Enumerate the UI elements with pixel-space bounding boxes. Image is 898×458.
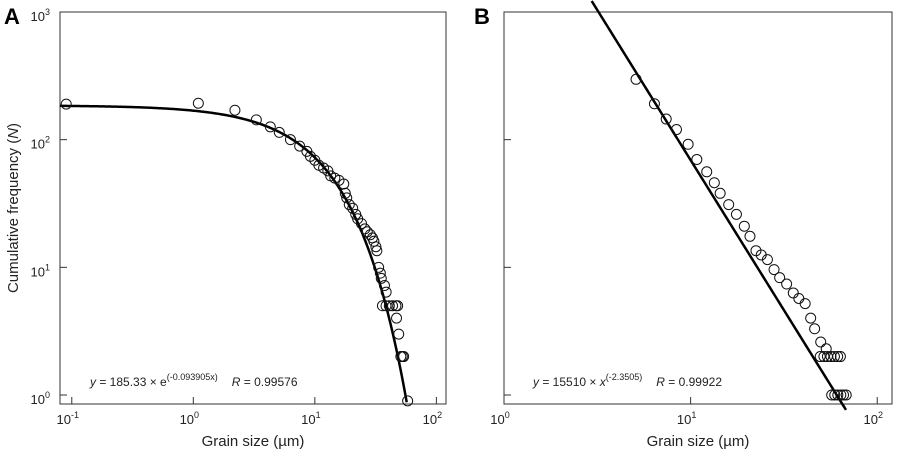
data-point bbox=[192, 97, 204, 109]
data-point bbox=[714, 187, 726, 199]
data-point bbox=[322, 165, 334, 177]
y-tick-label: 103 bbox=[31, 7, 50, 24]
panel-a-points bbox=[60, 97, 414, 407]
data-point bbox=[60, 98, 72, 110]
data-point bbox=[809, 323, 821, 335]
x-tick-label: 101 bbox=[301, 410, 320, 427]
x-tick-label: 100 bbox=[180, 410, 199, 427]
data-point bbox=[250, 114, 262, 126]
data-point bbox=[393, 328, 405, 340]
data-point bbox=[761, 254, 773, 266]
data-point bbox=[840, 389, 852, 401]
data-point bbox=[398, 351, 410, 363]
data-point bbox=[361, 226, 373, 238]
panel-b: B 100 101 102 y = 15510 × x(-2.3505) R = 0.… bbox=[474, 0, 893, 450]
data-point bbox=[825, 351, 837, 363]
data-point bbox=[284, 134, 296, 146]
data-point bbox=[774, 272, 786, 284]
panel-b-xlabel: Grain size (µm) bbox=[647, 433, 750, 450]
data-point bbox=[838, 389, 850, 401]
data-point bbox=[378, 280, 390, 292]
data-point bbox=[744, 230, 756, 242]
data-point bbox=[818, 351, 830, 363]
data-point bbox=[370, 241, 382, 253]
data-point bbox=[738, 220, 750, 232]
x-tick-label: 101 bbox=[677, 410, 696, 427]
x-tick-label: 100 bbox=[490, 410, 509, 427]
data-point bbox=[793, 292, 805, 304]
panel-a-plot-frame bbox=[59, 11, 447, 405]
y-tick-label: 102 bbox=[31, 135, 50, 152]
y-tick-label: 100 bbox=[31, 390, 50, 407]
panel-b-equation: y = 15510 × x(-2.3505) R = 0.99922 bbox=[532, 372, 722, 389]
x-tick-label: 10-1 bbox=[57, 410, 79, 427]
data-point bbox=[815, 336, 827, 348]
data-point bbox=[834, 351, 846, 363]
data-point bbox=[371, 245, 383, 257]
panel-a-fit-line bbox=[59, 104, 408, 403]
data-point bbox=[373, 261, 385, 273]
data-point bbox=[383, 300, 395, 312]
data-point bbox=[682, 138, 694, 150]
data-point bbox=[701, 166, 713, 178]
data-point bbox=[768, 264, 780, 276]
data-point bbox=[392, 300, 404, 312]
panel-a-xlabel: Grain size (µm) bbox=[202, 433, 305, 450]
data-point bbox=[347, 202, 359, 214]
x-tick-label: 102 bbox=[423, 410, 442, 427]
data-point bbox=[835, 389, 847, 401]
data-point bbox=[723, 199, 735, 211]
data-point bbox=[799, 298, 811, 310]
panel-a-ylabel: Cumulative frequency (N) bbox=[5, 123, 22, 293]
data-point bbox=[364, 229, 376, 241]
x-tick-label: 102 bbox=[863, 410, 882, 427]
data-point bbox=[814, 351, 826, 363]
data-point bbox=[402, 395, 414, 407]
panel-a-equation: y = 185.33 × e(-0.093905x) R = 0.99576 bbox=[89, 372, 298, 389]
panel-b-tick-labels: 100 101 102 bbox=[490, 410, 883, 427]
data-point bbox=[832, 351, 844, 363]
panel-b-points bbox=[630, 73, 852, 401]
data-point bbox=[691, 153, 703, 165]
data-point bbox=[781, 278, 793, 290]
data-point bbox=[670, 124, 682, 136]
data-point bbox=[828, 351, 840, 363]
data-point bbox=[341, 192, 353, 204]
data-point bbox=[264, 121, 276, 133]
panel-a-tick-labels: 10-1 100 101 102 100 101 102 103 bbox=[31, 7, 443, 427]
panel-b-plot-frame bbox=[503, 11, 893, 405]
data-point bbox=[294, 140, 306, 152]
panel-a-letter: A bbox=[4, 4, 20, 29]
data-point bbox=[343, 199, 355, 211]
data-point bbox=[339, 187, 351, 199]
panel-b-ticks bbox=[503, 11, 878, 404]
panel-b-letter: B bbox=[474, 4, 490, 29]
data-point bbox=[387, 300, 399, 312]
data-point bbox=[273, 126, 285, 138]
data-point bbox=[832, 389, 844, 401]
data-point bbox=[355, 218, 367, 230]
data-point bbox=[630, 73, 642, 85]
data-point bbox=[374, 267, 386, 279]
data-point bbox=[708, 177, 720, 189]
data-point bbox=[829, 389, 841, 401]
data-point bbox=[380, 286, 392, 298]
data-point bbox=[359, 223, 371, 235]
data-point bbox=[648, 98, 660, 110]
data-point bbox=[826, 389, 838, 401]
panel-b-fit-line bbox=[590, 0, 848, 411]
data-point bbox=[375, 272, 387, 284]
panel-a: A 10-1 100 101 102 100 101 102 103 y = 185.33 ×… bbox=[4, 4, 447, 450]
data-point bbox=[229, 104, 241, 116]
y-tick-label: 101 bbox=[31, 262, 50, 279]
panel-a-ticks bbox=[60, 11, 437, 404]
data-point bbox=[660, 113, 672, 125]
data-point bbox=[730, 208, 742, 220]
data-point bbox=[805, 312, 817, 324]
data-point bbox=[391, 312, 403, 324]
data-point bbox=[787, 287, 799, 299]
